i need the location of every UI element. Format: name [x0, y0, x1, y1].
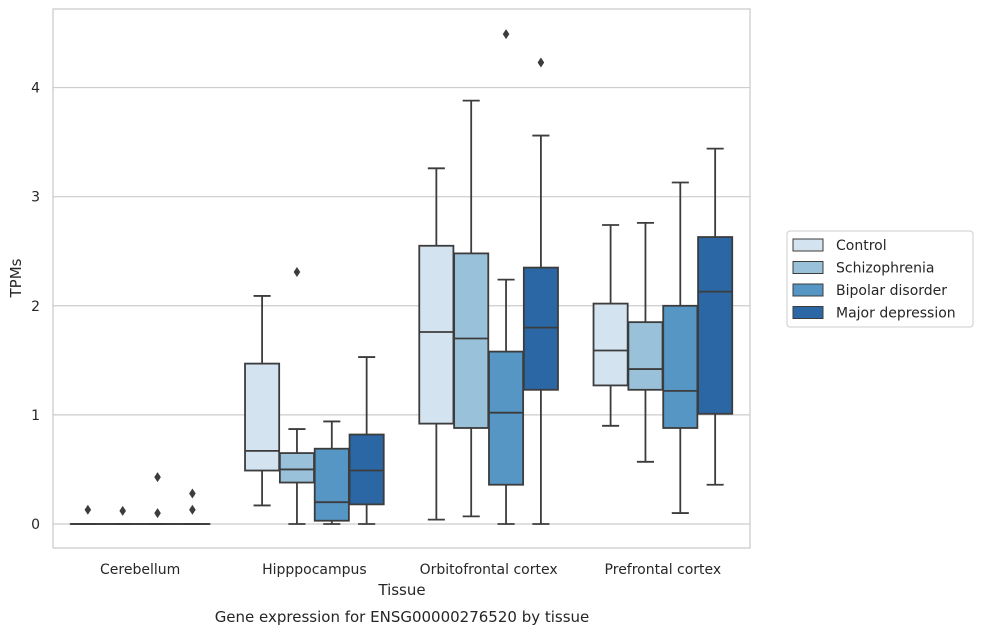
legend-swatch	[792, 306, 824, 319]
plot-frame	[52, 8, 751, 549]
y-tick-label: 4	[31, 81, 40, 97]
box-1-0	[104, 505, 141, 525]
outlier-point	[502, 29, 510, 40]
outlier-point	[537, 57, 545, 68]
box-2-0	[139, 472, 176, 525]
x-tick-label: Hipppocampus	[262, 562, 367, 578]
box-1-2	[453, 99, 490, 518]
box-iqr	[278, 452, 315, 484]
box-0-3	[592, 224, 629, 427]
box-iqr	[453, 252, 490, 429]
box-0-1	[244, 295, 281, 507]
x-tick-label: Cerebellum	[100, 562, 180, 578]
x-tick-label: Orbitofrontal cortex	[420, 562, 558, 578]
box-3-0	[174, 488, 211, 525]
outlier-point	[154, 508, 161, 519]
box-iqr	[244, 362, 281, 472]
y-axis-title: TPMs	[7, 258, 25, 298]
legend-label: Major depression	[836, 306, 956, 322]
box-0-2	[418, 167, 455, 521]
box-2-1	[313, 420, 350, 525]
outlier-point	[189, 504, 196, 515]
box-iqr	[522, 266, 559, 391]
y-axis-ticks: 0 1 2 3 4	[31, 81, 40, 533]
gridlines	[53, 86, 750, 525]
legend-label: Bipolar disorder	[836, 283, 947, 299]
x-axis-ticks: Cerebellum Hipppocampus Orbitofrontal cort…	[100, 562, 721, 578]
box-iqr	[662, 304, 699, 429]
legend-swatch	[792, 261, 824, 274]
box-2-2	[488, 29, 525, 525]
x-axis-title: Tissue	[377, 581, 425, 599]
box-2-3	[662, 181, 699, 514]
x-tick-label: Prefrontal cortex	[605, 562, 722, 578]
box-iqr	[488, 350, 525, 486]
legend: Control Schizophrenia Bipolar disorder Majo…	[786, 230, 974, 328]
y-tick-label: 2	[31, 299, 40, 315]
outlier-point	[119, 505, 126, 516]
legend-frame	[786, 230, 974, 328]
box-iqr	[313, 447, 350, 522]
box-iqr	[697, 236, 734, 415]
box-iqr	[418, 244, 455, 425]
outlier-point	[154, 472, 161, 483]
y-tick-label: 0	[31, 517, 40, 533]
y-tick-label: 1	[31, 408, 40, 424]
outlier-point	[189, 488, 196, 499]
box-3-1	[348, 356, 385, 525]
box-1-1	[278, 266, 315, 525]
box-3-3	[697, 147, 734, 486]
box-0-0	[69, 504, 106, 525]
chart-caption: Gene expression for ENSG00000276520 by t…	[215, 608, 590, 626]
box-1-3	[627, 221, 664, 463]
box-plots	[69, 29, 734, 525]
legend-swatch	[792, 238, 824, 252]
legend-swatch	[792, 283, 824, 297]
outlier-point	[84, 504, 92, 515]
box-3-2	[522, 57, 559, 525]
box-iqr	[348, 433, 385, 506]
outlier-point	[293, 266, 301, 277]
box-iqr	[627, 321, 664, 391]
box-iqr	[592, 302, 629, 387]
y-tick-label: 3	[31, 190, 40, 206]
legend-label: Schizophrenia	[836, 261, 934, 277]
legend-label: Control	[836, 238, 887, 254]
